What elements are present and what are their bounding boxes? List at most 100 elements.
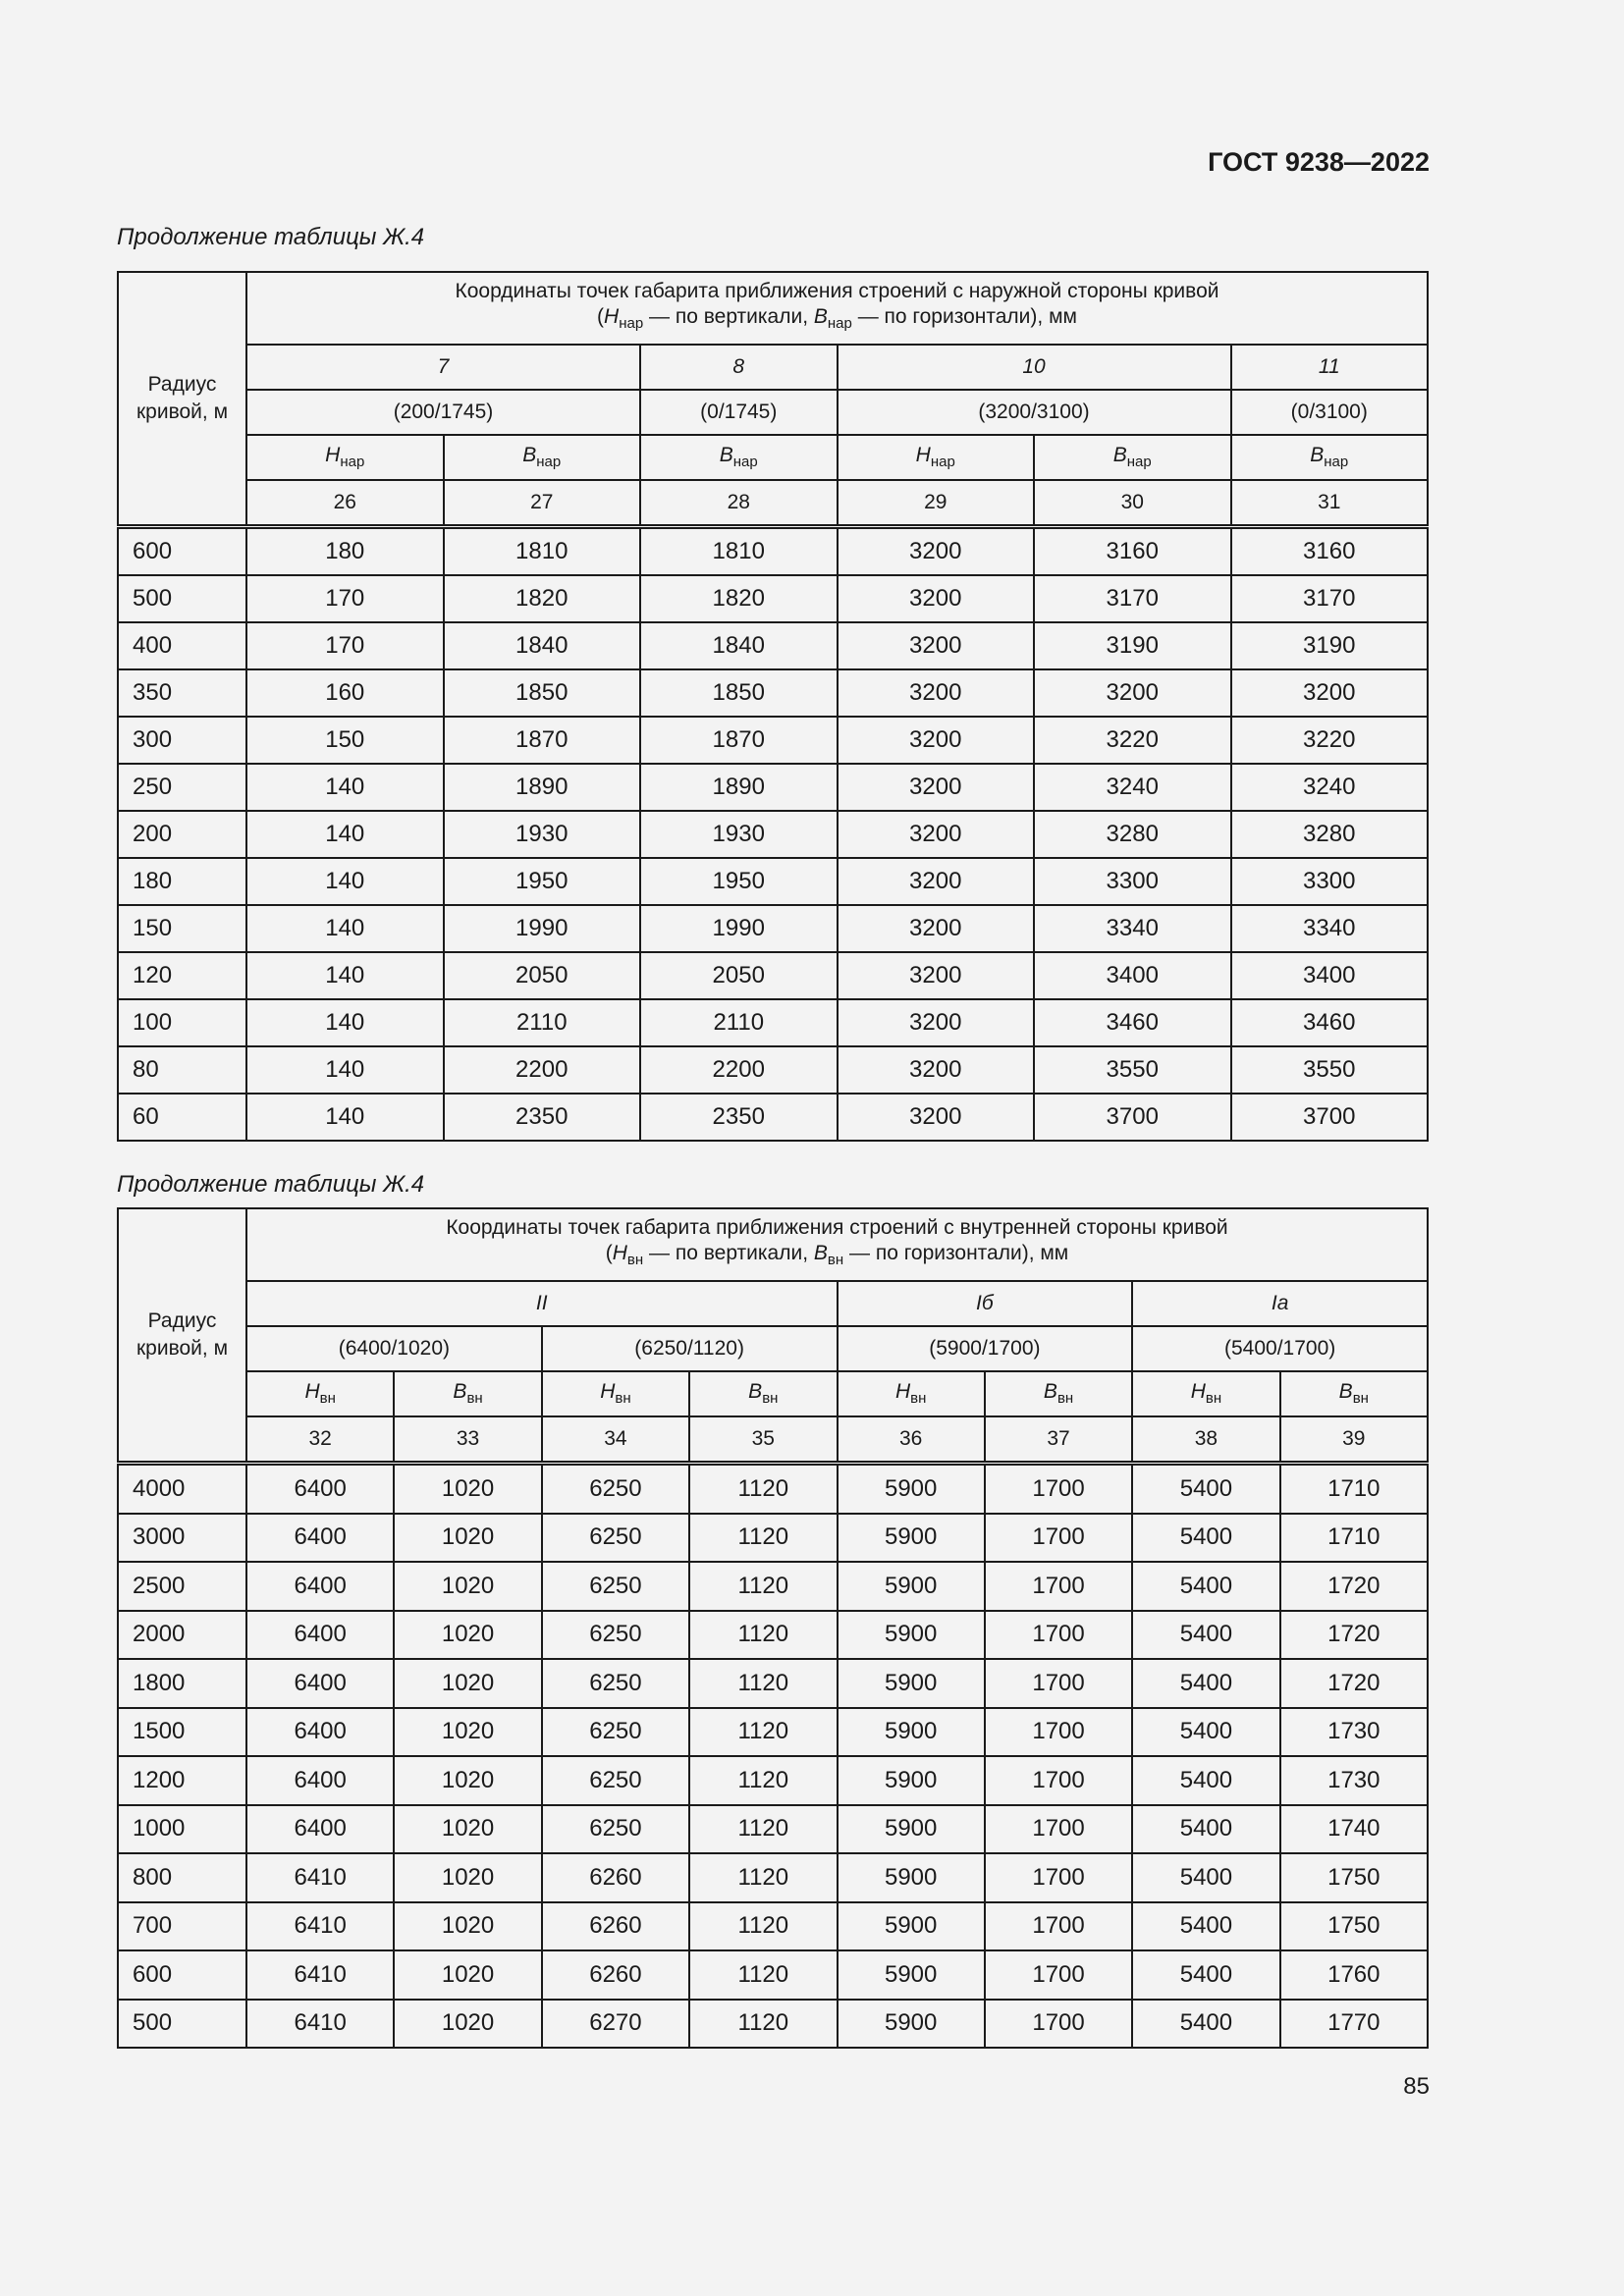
point-coordinates: (5400/1700) — [1131, 1325, 1429, 1372]
column-number: 30 — [1033, 479, 1232, 528]
value-cell: 5900 — [836, 1461, 986, 1515]
value-cell: 1950 — [639, 857, 839, 906]
value-cell: 3190 — [1033, 621, 1232, 670]
radius-cell: 350 — [117, 668, 247, 718]
value-cell: 3200 — [1033, 668, 1232, 718]
value-cell: 1700 — [983, 1706, 1134, 1757]
value-cell: 5400 — [1131, 1512, 1281, 1563]
value-cell: 1720 — [1278, 1561, 1430, 1612]
value-cell: 5900 — [836, 1706, 986, 1757]
value-cell: 2050 — [442, 951, 641, 1000]
value-cell: 3300 — [1033, 857, 1232, 906]
value-cell: 3170 — [1033, 574, 1232, 623]
table-row: 2500 6400 1020 6250 1120 5900 1700 5400 1720 — [117, 1561, 1430, 1612]
column-symbol: Hвн — [540, 1370, 691, 1417]
value-cell: 6250 — [540, 1461, 691, 1515]
value-cell: 6400 — [244, 1803, 396, 1854]
symbol: Hнар — [325, 444, 365, 471]
value-cell: 140 — [245, 1093, 445, 1142]
value-cell: 1720 — [1278, 1609, 1430, 1660]
value-cell: 6410 — [244, 1852, 396, 1903]
value-cell: 3200 — [1229, 668, 1429, 718]
table-row: 180 140 1950 1950 3200 3300 3300 — [117, 857, 1429, 906]
table-row: 150 140 1990 1990 3200 3340 3340 — [117, 904, 1429, 953]
column-symbol: Hвн — [836, 1370, 986, 1417]
table-title: Координаты точек габарита приближения ст… — [245, 271, 1429, 346]
value-cell: 140 — [245, 763, 445, 812]
value-cell: 1840 — [639, 621, 839, 670]
value-cell: 6400 — [244, 1609, 396, 1660]
value-cell: 6400 — [244, 1461, 396, 1515]
radius-cell: 100 — [117, 998, 247, 1047]
symbol: Bвн — [1043, 1380, 1074, 1408]
column-number: 27 — [442, 479, 641, 528]
column-symbol: Bнар — [639, 434, 839, 481]
table-row: 600 6410 1020 6260 1120 5900 1700 5400 1760 — [117, 1949, 1430, 2001]
column-symbol: Bнар — [1229, 434, 1429, 481]
column-symbol: Hвн — [1131, 1370, 1281, 1417]
value-cell: 3700 — [1229, 1093, 1429, 1142]
value-cell: 1120 — [688, 1949, 839, 2001]
table-inner-side: Радиус кривой, м Координаты точек габарита… — [117, 1207, 1430, 2049]
value-cell: 140 — [245, 857, 445, 906]
table-row: 1200 6400 1020 6250 1120 5900 1700 5400 1730 — [117, 1755, 1430, 1806]
value-cell: 3460 — [1229, 998, 1429, 1047]
radius-cell: 250 — [117, 763, 247, 812]
value-cell: 6250 — [540, 1706, 691, 1757]
symbol: Hвн — [894, 1380, 927, 1408]
column-number: 38 — [1131, 1415, 1281, 1465]
table-row: 500 6410 1020 6270 1120 5900 1700 5400 1770 — [117, 1998, 1430, 2049]
column-symbol: Bнар — [442, 434, 641, 481]
value-cell: 1120 — [688, 1461, 839, 1515]
value-cell: 5400 — [1131, 1949, 1281, 2001]
value-cell: 1120 — [688, 1658, 839, 1709]
value-cell: 1020 — [393, 1706, 543, 1757]
table1-caption: Продолжение таблицы Ж.4 — [117, 224, 425, 250]
table-row: 120 140 2050 2050 3200 3400 3400 — [117, 951, 1429, 1000]
point-number: 11 — [1229, 344, 1429, 391]
value-cell: 2200 — [639, 1045, 839, 1095]
value-cell: 3550 — [1033, 1045, 1232, 1095]
value-cell: 1020 — [393, 1561, 543, 1612]
table-row: 1800 6400 1020 6250 1120 5900 1700 5400 1720 — [117, 1658, 1430, 1709]
column-number: 26 — [245, 479, 445, 528]
symbol: Bвн — [813, 1242, 844, 1269]
value-cell: 1810 — [639, 524, 839, 576]
table-row: 700 6410 1020 6260 1120 5900 1700 5400 1750 — [117, 1900, 1430, 1951]
value-cell: 1700 — [983, 1512, 1134, 1563]
value-cell: 5900 — [836, 1949, 986, 2001]
value-cell: 5400 — [1131, 1803, 1281, 1854]
value-cell: 5400 — [1131, 1561, 1281, 1612]
column-number: 29 — [836, 479, 1035, 528]
column-symbol: Bвн — [1278, 1370, 1430, 1417]
symbol: Bнар — [719, 444, 758, 471]
value-cell: 1120 — [688, 1561, 839, 1612]
value-cell: 1020 — [393, 1512, 543, 1563]
value-cell: 3340 — [1033, 904, 1232, 953]
radius-cell: 2500 — [117, 1561, 247, 1612]
value-cell: 3340 — [1229, 904, 1429, 953]
column-number: 31 — [1229, 479, 1429, 528]
value-cell: 5400 — [1131, 1755, 1281, 1806]
table-row: 60 140 2350 2350 3200 3700 3700 — [117, 1093, 1429, 1142]
radius-cell: 80 — [117, 1045, 247, 1095]
value-cell: 1700 — [983, 1461, 1134, 1515]
value-cell: 140 — [245, 998, 445, 1047]
table-row: 400 170 1840 1840 3200 3190 3190 — [117, 621, 1429, 670]
value-cell: 1700 — [983, 1998, 1134, 2049]
value-cell: 1120 — [688, 1706, 839, 1757]
column-symbol: Hнар — [245, 434, 445, 481]
point-number: 8 — [639, 344, 839, 391]
table-row: 100 140 2110 2110 3200 3460 3460 — [117, 998, 1429, 1047]
point-coordinates: (0/3100) — [1229, 389, 1429, 436]
column-number: 36 — [836, 1415, 986, 1465]
value-cell: 5900 — [836, 1998, 986, 2049]
value-cell: 1120 — [688, 1609, 839, 1660]
value-cell: 5400 — [1131, 1852, 1281, 1903]
value-cell: 2110 — [442, 998, 641, 1047]
value-cell: 5400 — [1131, 1900, 1281, 1951]
value-cell: 1020 — [393, 1755, 543, 1806]
value-cell: 6250 — [540, 1609, 691, 1660]
column-symbol: Bвн — [983, 1370, 1134, 1417]
radius-cell: 3000 — [117, 1512, 247, 1563]
